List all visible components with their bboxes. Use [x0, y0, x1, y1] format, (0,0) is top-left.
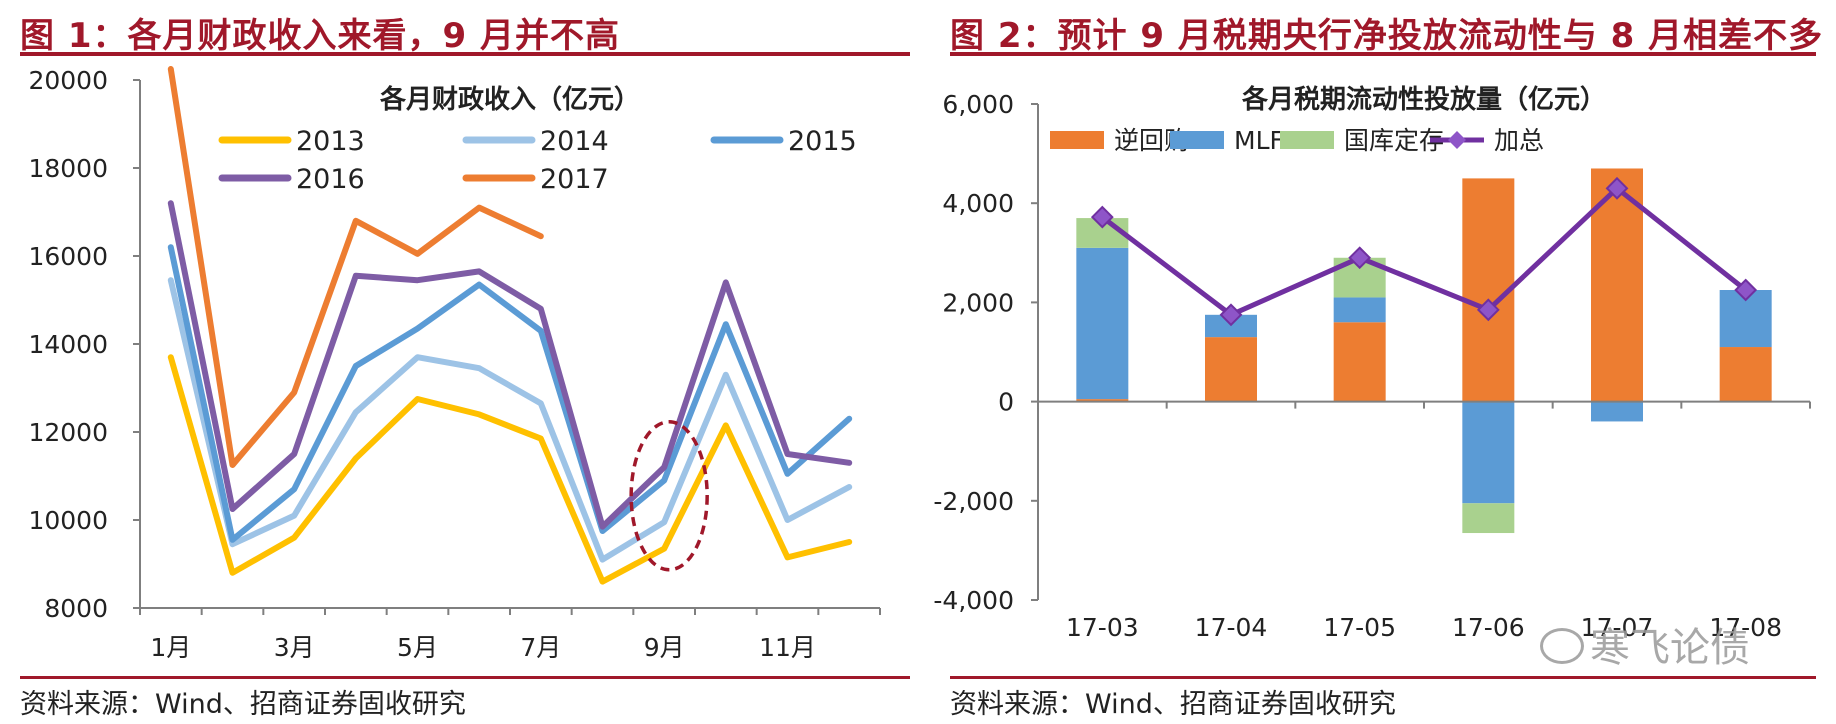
- chart-2-y-tick-label: 6,000: [942, 90, 1014, 119]
- figure-1-bottom-rule: [20, 676, 910, 679]
- chart-1-y-tick-label: 14000: [28, 330, 108, 359]
- chart-2-x-tick-label: 17-08: [1709, 613, 1782, 642]
- series-line-2016: [167, 200, 853, 530]
- chart-1-y-tick-label: 16000: [28, 242, 108, 271]
- total-point-17-05: [1348, 246, 1372, 270]
- legend-label-2014: 2014: [540, 126, 609, 157]
- series-line-2015: [167, 244, 853, 543]
- figure-2-top-rule: [950, 52, 1816, 56]
- legend-label-2016: 2016: [296, 164, 365, 195]
- legend-label-2013: 2013: [296, 126, 365, 157]
- chart-2-y-tick-label: 0: [998, 388, 1014, 417]
- chart-2-y-tick-label: -4,000: [933, 586, 1014, 615]
- bar-MLF-17-05: [1333, 297, 1386, 323]
- bar-国库定存-17-06: [1462, 503, 1515, 534]
- legend-label-MLF: MLF: [1234, 126, 1284, 155]
- bar-MLF-17-03: [1076, 247, 1129, 400]
- chart-1-y-tick-label: 10000: [28, 506, 108, 535]
- legend-label-国库定存: 国库定存: [1344, 126, 1444, 155]
- chart-1-highlight-ellipse: [629, 420, 709, 572]
- bar-MLF-17-06: [1462, 401, 1515, 504]
- chart-1-x-tick-label: 9月: [644, 633, 685, 662]
- bar-MLF-17-07: [1591, 401, 1643, 422]
- total-line: [1100, 185, 1748, 318]
- chart-1-y-tick-label: 18000: [28, 154, 108, 183]
- total-point-17-04: [1219, 303, 1243, 327]
- chart-1-title: 各月财政收入（亿元）: [379, 84, 640, 115]
- figure-2-title: 图 2：预计 9 月税期央行净投放流动性与 8 月相差不多: [950, 16, 1824, 56]
- chart-1-y-tick-label: 20000: [28, 66, 108, 95]
- legend-swatch-逆回购: [1050, 131, 1104, 149]
- chart-2-x-tick-label: 17-06: [1452, 613, 1525, 642]
- chart-1-x-tick-label: 3月: [274, 633, 315, 662]
- chart-2-y-tick-label: 2,000: [942, 288, 1014, 317]
- figure-1-top-rule: [20, 52, 910, 56]
- bar-逆回购-17-08: [1719, 347, 1772, 402]
- chart-2-y-tick-label: -2,000: [933, 487, 1014, 516]
- series-line-2013: [167, 354, 853, 585]
- legend-swatch-MLF: [1170, 131, 1224, 149]
- chart-2-x-tick-label: 17-04: [1195, 613, 1268, 642]
- figure-1-source: 资料来源：Wind、招商证券固收研究: [20, 689, 466, 720]
- legend-label-2015: 2015: [788, 126, 857, 157]
- series-line-2014: [167, 277, 853, 563]
- chart-2-x-tick-label: 17-03: [1066, 613, 1139, 642]
- legend-label-2017: 2017: [540, 164, 609, 195]
- watermark-text: 寒飞论债: [1590, 625, 1750, 671]
- chart-1-x-tick-label: 5月: [397, 633, 438, 662]
- bar-逆回购-17-03: [1076, 399, 1129, 402]
- figure-2-source: 资料来源：Wind、招商证券固收研究: [950, 689, 1396, 720]
- chart-2-title: 各月税期流动性投放量（亿元）: [1241, 84, 1606, 115]
- chart-2-y-tick-label: 4,000: [942, 189, 1014, 218]
- legend-marker-加总: [1448, 131, 1466, 149]
- figure-1: 图 1：各月财政收入来看，9 月并不高 各月财政收入（亿元） 8000 10000 1…: [0, 0, 912, 724]
- legend-swatch-国库定存: [1280, 131, 1334, 149]
- figure-2-bottom-rule: [950, 676, 1816, 679]
- total-point-17-08: [1734, 278, 1758, 302]
- figure-2: 图 2：预计 9 月税期央行净投放流动性与 8 月相差不多 各月税期流动性投放量…: [930, 0, 1836, 724]
- chart-1-x-tick-label: 1月: [150, 633, 191, 662]
- chart-2-x-tick-label: 17-07: [1581, 613, 1654, 642]
- watermark: 寒飞论债: [1540, 615, 1750, 673]
- bar-逆回购-17-05: [1333, 322, 1386, 402]
- chart-2-x-tick-label: 17-05: [1323, 613, 1396, 642]
- chart-1-x-tick-label: 7月: [520, 633, 561, 662]
- legend-label-加总: 加总: [1494, 126, 1544, 155]
- total-point-17-03: [1090, 205, 1114, 229]
- chart-1-y-tick-label: 8000: [44, 594, 108, 623]
- total-point-17-07: [1605, 176, 1629, 200]
- series-line-2017: [167, 66, 544, 468]
- chart-1-x-tick-label: 11月: [759, 633, 816, 662]
- total-point-17-06: [1476, 298, 1500, 322]
- liquidity-stacked-bar-chart: 各月税期流动性投放量（亿元） -4,000 -2,000 0 2,000 4,000 6,0…: [933, 84, 1811, 642]
- bar-逆回购-17-04: [1205, 337, 1257, 402]
- chart-1-y-tick-label: 12000: [28, 418, 108, 447]
- fiscal-revenue-line-chart: 各月财政收入（亿元） 8000 10000 12000 14000 16000 18000 2…: [28, 66, 881, 662]
- figure-1-title: 图 1：各月财政收入来看，9 月并不高: [20, 16, 620, 56]
- wechat-icon: [1540, 628, 1584, 664]
